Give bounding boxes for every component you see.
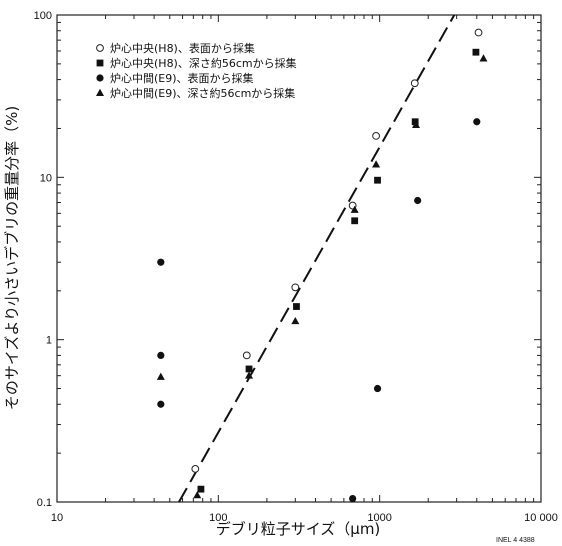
series-4-point — [350, 205, 359, 213]
series-3-point — [157, 351, 165, 359]
series-4-point — [156, 372, 165, 380]
x-tick-label: 10 000 — [524, 512, 558, 524]
series-4-point — [479, 54, 488, 62]
legend-marker-4 — [96, 88, 104, 96]
series-2-point — [411, 118, 419, 126]
legend-marker-1 — [96, 44, 104, 52]
series-3-point — [157, 258, 165, 266]
series-4-point — [193, 491, 202, 499]
fit-line-layer — [178, 14, 456, 503]
legend-label-4: 炉心中間(E9)、深さ約56cmから採集 — [110, 86, 295, 100]
x-tick-label: 10 — [51, 512, 63, 524]
series-3-point — [157, 400, 165, 408]
x-tick-label: 100 — [209, 512, 227, 524]
series-2-point — [197, 485, 205, 493]
series-4-point — [245, 371, 254, 379]
x-axis-title: デブリ粒子サイズ（μm) — [216, 520, 381, 538]
y-tick-label: 10 — [40, 172, 52, 184]
series-1-point — [372, 131, 380, 140]
axis-layer: 10 100 1000 10 000 0.1 1 10 100 — [34, 10, 558, 524]
fit-line — [178, 14, 456, 503]
legend: 炉心中央(H8)、表面から採集炉心中央(H8)、深さ約56cmから採集炉心中間(… — [96, 41, 297, 100]
series-4-point — [291, 316, 300, 325]
series-3-point — [373, 384, 382, 393]
series-2-point — [472, 48, 480, 56]
legend-marker-3 — [96, 74, 104, 82]
legend-label-3: 炉心中間(E9)、表面から採集 — [110, 71, 254, 85]
series-2-point — [374, 176, 381, 184]
series-3-point — [349, 494, 357, 503]
y-tick-label: 0.1 — [37, 497, 52, 509]
series-2-point — [293, 303, 300, 310]
series-2-point — [351, 217, 359, 225]
legend-label-2: 炉心中央(H8)、深さ約56cmから採集 — [110, 56, 297, 70]
plot-frame — [56, 14, 542, 503]
series-4-point — [412, 120, 421, 129]
series-4-point — [372, 160, 381, 168]
series-1-point — [410, 79, 419, 88]
series-1-point — [242, 351, 251, 360]
legend-label-1: 炉心中央(H8)、表面から採集 — [110, 41, 255, 55]
y-axis-title: そのサイズより小さいデブリの重量分率（%) — [3, 106, 21, 410]
legend-marker-2 — [96, 59, 104, 67]
x-tick-label: 1000 — [367, 512, 391, 524]
series-3-point — [414, 196, 422, 205]
series-3-point — [473, 118, 481, 126]
series-1-point — [474, 28, 483, 37]
series-1-point — [291, 283, 300, 292]
data-marks-layer — [156, 28, 488, 503]
series-2-point — [245, 365, 253, 373]
y-tick-label: 1 — [46, 335, 52, 347]
y-tick-label: 100 — [34, 10, 52, 22]
series-1-point — [191, 464, 200, 473]
figure-credit-label: INEL 4 4388 — [496, 537, 535, 544]
